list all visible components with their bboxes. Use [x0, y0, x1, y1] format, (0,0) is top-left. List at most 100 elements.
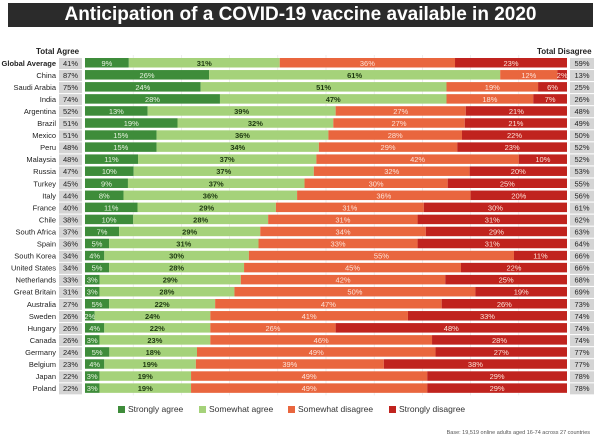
data-label-somewhat-disagree: 28%: [388, 131, 403, 140]
total-disagree-value: 62%: [574, 215, 589, 224]
data-label-somewhat-agree: 34%: [230, 143, 245, 152]
data-label-strongly-agree: 4%: [89, 252, 100, 261]
bar-segment-somewhat-disagree: [275, 202, 424, 213]
total-disagree-box: [570, 118, 594, 130]
bar-segment-somewhat-disagree: [248, 250, 514, 261]
bar-segment-somewhat-disagree: [318, 142, 458, 152]
total-agree-box: [59, 142, 82, 154]
total-agree-box: [59, 274, 82, 286]
total-disagree-value: 78%: [574, 384, 589, 393]
bar-segment-strongly-disagree: [465, 106, 567, 116]
bar-segment-strongly-agree: [85, 118, 178, 128]
total-disagree-value: 63%: [574, 227, 589, 236]
data-label-somewhat-disagree: 55%: [374, 252, 389, 261]
bar-segment-somewhat-agree: [119, 226, 261, 237]
base-footnote: Base: 19,519 online adults aged 16-74 ac…: [446, 430, 590, 436]
data-label-somewhat-disagree: 12%: [521, 71, 536, 80]
bar-segment-strongly-disagree: [441, 299, 567, 309]
bar-segment-strongly-agree: [85, 383, 100, 393]
total-agree-value: 36%: [63, 240, 78, 249]
bar-segment-somewhat-agree: [133, 166, 314, 176]
total-agree-box: [59, 347, 82, 359]
data-label-strongly-disagree: 23%: [505, 143, 520, 152]
total-disagree-value: 74%: [574, 324, 589, 333]
data-label-somewhat-agree: 24%: [145, 312, 160, 321]
total-disagree-value: 53%: [574, 167, 589, 176]
legend-label: Strongly disagree: [399, 404, 466, 414]
data-label-somewhat-agree: 31%: [176, 240, 191, 249]
bar-segment-somewhat-disagree: [333, 118, 465, 128]
data-label-strongly-agree: 10%: [102, 167, 117, 176]
total-agree-value: 40%: [63, 203, 78, 212]
data-label-somewhat-agree: 31%: [197, 59, 212, 68]
data-label-strongly-agree: 9%: [101, 179, 112, 188]
data-label-somewhat-agree: 28%: [193, 215, 208, 224]
data-label-strongly-disagree: 48%: [444, 324, 459, 333]
bar-segment-strongly-agree: [85, 347, 110, 357]
bar-segment-strongly-disagree: [447, 178, 567, 188]
data-label-strongly-disagree: 25%: [500, 179, 515, 188]
bar-segment-somewhat-disagree: [313, 166, 470, 176]
total-agree-value: 51%: [63, 119, 78, 128]
category-label: Brazil: [37, 119, 56, 128]
total-disagree-value: 48%: [574, 107, 589, 116]
total-agree-value: 26%: [63, 324, 78, 333]
data-label-somewhat-disagree: 42%: [336, 276, 351, 285]
bar-segment-somewhat-disagree: [210, 311, 408, 321]
data-label-strongly-agree: 28%: [145, 95, 160, 104]
category-label: Global Average: [2, 59, 56, 68]
bar-segment-somewhat-disagree: [297, 190, 471, 201]
total-disagree-box: [570, 347, 594, 359]
data-label-somewhat-disagree: 39%: [282, 360, 297, 369]
bar-segment-strongly-agree: [85, 311, 95, 321]
category-label: Germany: [25, 348, 56, 357]
data-label-somewhat-disagree: 49%: [302, 372, 317, 381]
legend-item-somewhat-agree: Somewhat agree: [199, 404, 273, 414]
data-label-somewhat-disagree: 30%: [369, 179, 384, 188]
total-disagree-value: 59%: [574, 59, 589, 68]
bar-segment-strongly-agree: [85, 274, 100, 285]
data-label-somewhat-disagree: 27%: [393, 107, 408, 116]
data-label-strongly-disagree: 21%: [509, 107, 524, 116]
category-label: Russia: [33, 167, 57, 176]
data-label-somewhat-agree: 36%: [235, 131, 250, 140]
data-label-somewhat-agree: 29%: [182, 227, 197, 236]
data-label-somewhat-disagree: 19%: [485, 83, 500, 92]
data-label-strongly-agree: 3%: [87, 276, 98, 285]
bar-segment-somewhat-disagree: [260, 226, 426, 237]
total-agree-box: [59, 286, 82, 298]
bar-segment-somewhat-agree: [109, 347, 197, 357]
category-label: Argentina: [24, 107, 57, 116]
category-label: Italy: [42, 191, 56, 200]
data-label-somewhat-agree: 28%: [159, 288, 174, 297]
data-label-strongly-agree: 10%: [102, 215, 117, 224]
data-label-strongly-disagree: 38%: [468, 360, 483, 369]
data-label-somewhat-disagree: 34%: [336, 227, 351, 236]
data-label-somewhat-agree: 36%: [203, 191, 218, 200]
bar-segment-somewhat-disagree: [258, 238, 418, 249]
data-label-strongly-disagree: 30%: [488, 203, 503, 212]
total-disagree-value: 52%: [574, 155, 589, 164]
bar-segment-somewhat-agree: [104, 250, 249, 261]
data-label-somewhat-disagree: 18%: [482, 95, 497, 104]
total-agree-value: 22%: [63, 384, 78, 393]
bar-segment-strongly-disagree: [445, 274, 567, 285]
data-label-strongly-agree: 15%: [113, 143, 128, 152]
bar-segment-strongly-agree: [85, 262, 110, 273]
total-disagree-box: [570, 142, 594, 154]
total-agree-box: [59, 335, 82, 347]
bar-segment-strongly-agree: [85, 70, 210, 80]
category-label: Turkey: [33, 179, 56, 188]
total-disagree-value: 61%: [574, 203, 589, 212]
bar-segment-strongly-disagree: [475, 286, 567, 297]
data-label-strongly-disagree: 10%: [535, 155, 550, 164]
total-disagree-box: [570, 274, 594, 286]
total-disagree-value: 55%: [574, 179, 589, 188]
bar-segment-strongly-agree: [85, 238, 110, 249]
data-label-strongly-agree: 3%: [87, 336, 98, 345]
total-disagree-header: Total Disagree: [537, 47, 592, 56]
total-disagree-box: [570, 154, 594, 166]
total-agree-value: 37%: [63, 227, 78, 236]
data-label-somewhat-agree: 19%: [138, 372, 153, 381]
legend-item-strongly-disagree: Strongly disagree: [389, 404, 465, 414]
